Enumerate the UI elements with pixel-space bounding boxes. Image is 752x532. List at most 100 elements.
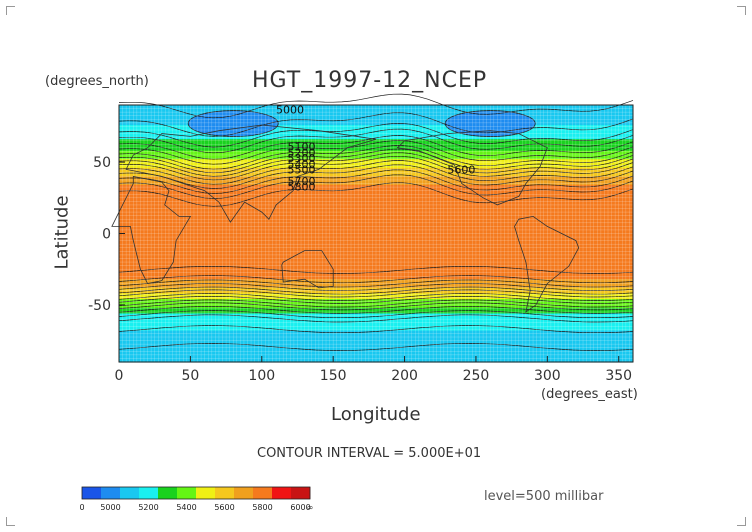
contour-line <box>118 169 634 194</box>
contour-line <box>118 293 634 301</box>
colorbar-bin <box>82 487 102 499</box>
height-band <box>119 179 633 183</box>
height-band <box>119 290 633 295</box>
height-band <box>119 184 633 189</box>
height-band <box>119 324 633 329</box>
height-band <box>119 302 633 306</box>
coastline <box>514 215 580 313</box>
height-band <box>119 327 633 332</box>
height-band <box>119 187 633 192</box>
height-band <box>119 150 633 155</box>
height-band <box>119 342 633 346</box>
height-band <box>119 267 633 272</box>
height-band <box>119 133 633 138</box>
height-band <box>119 219 633 223</box>
height-band <box>119 162 633 166</box>
contour-label: 5400 <box>287 158 315 171</box>
height-band <box>119 202 633 206</box>
height-band <box>119 216 633 220</box>
x-tick-label: 200 <box>391 368 418 384</box>
height-band <box>119 344 633 349</box>
colorbar-label: 5400 <box>176 503 196 512</box>
height-band <box>119 304 633 309</box>
height-band <box>119 350 633 355</box>
contour-line <box>118 148 634 174</box>
height-band <box>119 296 633 300</box>
x-tick-label: 0 <box>115 368 124 384</box>
contour-label: 5300 <box>287 152 315 165</box>
coastline <box>125 124 377 223</box>
contour-line <box>118 123 634 148</box>
height-band <box>119 313 633 317</box>
level-note: level=500 millibar <box>484 489 604 504</box>
colorbar-frame <box>81 486 311 500</box>
height-band <box>119 196 633 200</box>
height-band <box>119 105 633 109</box>
height-band <box>119 262 633 266</box>
height-band <box>119 253 633 257</box>
height-band <box>119 330 633 335</box>
contour-label: 5800 <box>287 181 315 194</box>
height-band <box>119 142 633 146</box>
height-band <box>119 284 633 289</box>
contour-line <box>118 289 634 298</box>
crop-mark-bottom-right <box>737 517 746 526</box>
contour-line <box>118 265 634 274</box>
height-band <box>119 127 633 132</box>
coastline <box>281 250 334 289</box>
height-band <box>119 159 633 163</box>
colorbar-bin <box>253 487 273 499</box>
height-band <box>119 199 633 203</box>
height-band <box>119 164 633 169</box>
contour-line <box>118 160 634 185</box>
colorbar-label: 5600 <box>214 503 234 512</box>
height-band <box>119 276 633 280</box>
colorbar-bin <box>196 487 216 499</box>
height-band <box>119 224 633 229</box>
height-band <box>119 233 633 237</box>
height-band <box>119 322 633 326</box>
colorbar-bin <box>101 487 121 499</box>
height-band <box>119 293 633 297</box>
contour-line <box>118 140 634 165</box>
height-band <box>119 359 633 363</box>
x-tick-label: 150 <box>320 368 347 384</box>
height-band <box>119 116 633 120</box>
contour-line <box>118 283 634 291</box>
height-band <box>119 356 633 360</box>
x-tick-label: 250 <box>463 368 490 384</box>
y-tick-label: 50 <box>93 155 111 171</box>
contour-label: 5200 <box>287 146 315 159</box>
contour-line <box>118 135 634 160</box>
height-band <box>119 139 633 143</box>
height-band <box>119 167 633 172</box>
height-band <box>119 204 633 209</box>
height-band <box>119 190 633 195</box>
height-band <box>119 213 633 217</box>
contour-label: 5000 <box>276 104 304 117</box>
height-band <box>119 256 633 260</box>
colorbar-bin <box>139 487 159 499</box>
height-band <box>119 107 633 112</box>
contour-line <box>118 112 634 137</box>
contour-line <box>118 128 634 154</box>
height-band <box>119 147 633 152</box>
height-band <box>119 207 633 212</box>
contour-line <box>118 325 634 334</box>
height-band <box>119 222 633 226</box>
contour-line <box>118 305 634 314</box>
height-band <box>119 279 633 283</box>
height-band <box>119 156 633 160</box>
y-tick-label: 0 <box>102 227 111 243</box>
height-band <box>119 316 633 320</box>
crop-mark-top-right <box>737 6 746 15</box>
contour-label: 5600 <box>447 164 475 177</box>
colorbar-label: 5800 <box>252 503 272 512</box>
coastline <box>396 130 548 206</box>
height-band <box>119 227 633 232</box>
height-band <box>119 307 633 312</box>
contour-line <box>118 145 634 170</box>
y-units: (degrees_north) <box>45 74 149 89</box>
y-axis-label: Latitude <box>51 195 73 270</box>
height-band <box>119 353 633 357</box>
